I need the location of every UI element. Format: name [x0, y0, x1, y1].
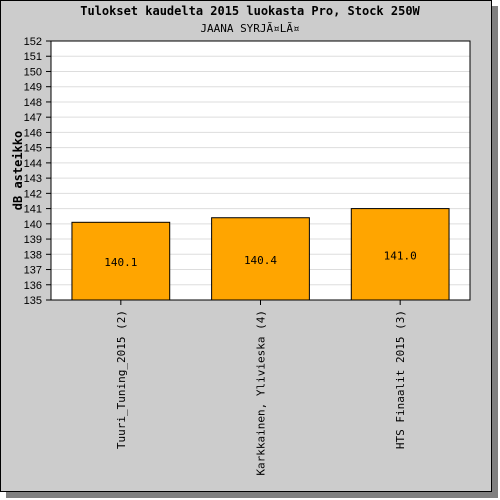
y-tick-label: 139	[24, 234, 42, 246]
bar	[350, 208, 450, 301]
bar	[211, 217, 310, 301]
bar-value-label: 140.4	[244, 254, 277, 267]
category-label: HTS Finaalit 2015 (3)	[394, 310, 407, 449]
y-tick-label: 141	[24, 204, 42, 216]
y-tick-label: 143	[24, 173, 42, 185]
y-tick-label: 151	[24, 51, 42, 63]
bar-value-label: 140.1	[104, 256, 137, 269]
category-label: Tuuri_Tuning_2015 (2)	[115, 310, 128, 449]
y-tick-label: 152	[24, 36, 42, 48]
y-tick-label: 148	[24, 97, 42, 109]
y-tick-label: 137	[24, 265, 42, 277]
category-label: Karkkainen, Ylivieska (4)	[255, 310, 268, 476]
y-tick-label: 144	[24, 158, 42, 170]
plot-border	[50, 40, 471, 301]
y-tick-label: 138	[24, 249, 42, 261]
y-tick-label: 146	[24, 127, 42, 139]
chart-title: Tulokset kaudelta 2015 luokasta Pro, Sto…	[80, 4, 420, 18]
chart-subtitle: JAANA SYRJÃ¤LÃ¤	[200, 22, 299, 35]
y-tick-label: 147	[24, 112, 42, 124]
y-tick-label: 149	[24, 82, 42, 94]
y-axis-title: dB asteikko	[11, 131, 25, 210]
y-tick-label: 135	[24, 295, 42, 307]
y-tick-label: 142	[24, 188, 42, 200]
y-tick-label: 136	[24, 280, 42, 292]
y-tick-label: 150	[24, 66, 42, 78]
y-tick-label: 140	[24, 219, 42, 231]
y-tick-label: 145	[24, 143, 42, 155]
bar-value-label: 141.0	[384, 249, 417, 262]
bar	[71, 221, 171, 301]
